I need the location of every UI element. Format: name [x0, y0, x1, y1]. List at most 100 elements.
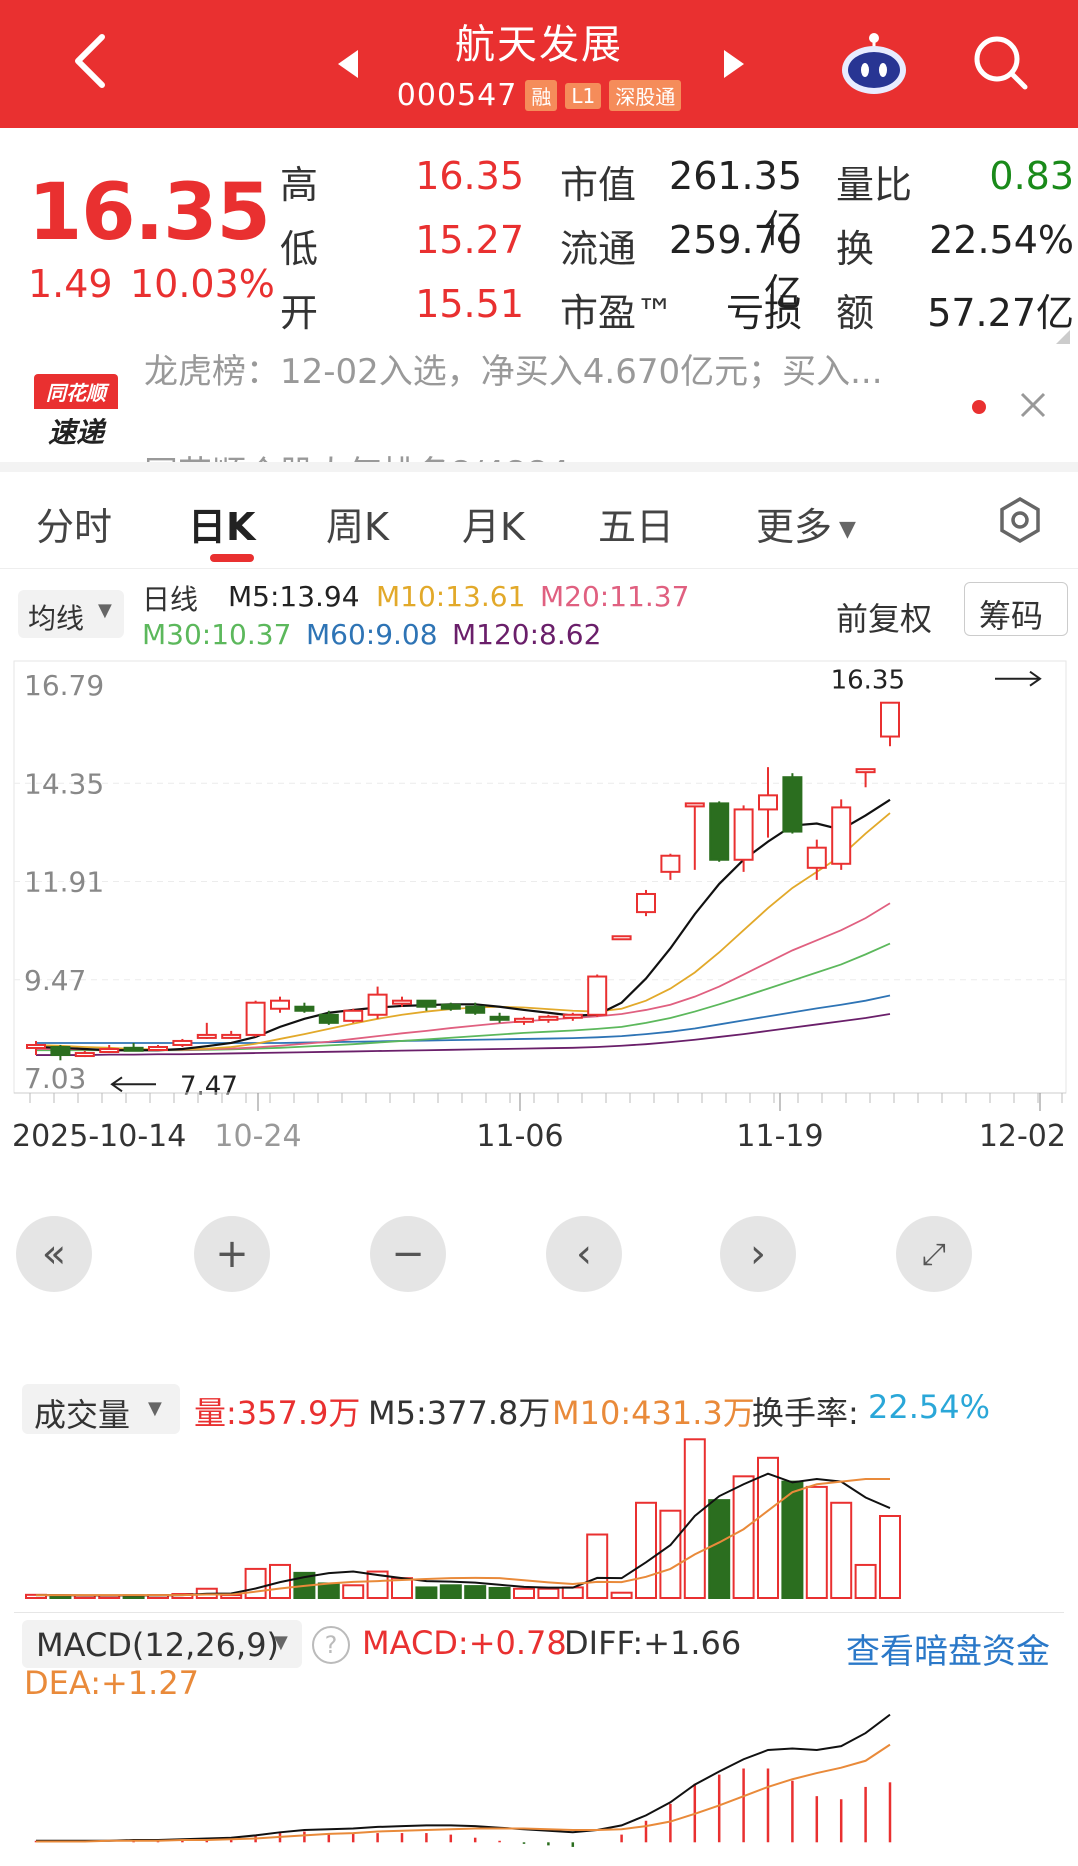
candle-body: [709, 802, 730, 861]
kline-chart[interactable]: 16.79 14.35 11.91 9.47 7.03 16.35 7.47 2025-10-…: [0, 655, 1078, 1355]
volume-bar: [586, 1533, 609, 1599]
chart-settings-button[interactable]: [996, 496, 1046, 546]
chevron-right-icon: ›: [750, 1231, 766, 1277]
volume-bar: [610, 1591, 633, 1599]
open-value: 15.51: [415, 282, 524, 326]
volume-bar: [683, 1438, 706, 1599]
candle-body: [587, 975, 608, 1016]
unread-dot: [972, 400, 986, 414]
prev-stock-button[interactable]: [330, 44, 366, 84]
candle-body: [440, 1003, 461, 1010]
y-tick-label: 16.79: [24, 669, 104, 702]
tab-five-day[interactable]: 五日: [598, 505, 675, 549]
volume-bar: [244, 1567, 267, 1600]
mcap-label: 市值: [560, 163, 637, 207]
indicator-dropdown[interactable]: 均线 ▼: [18, 590, 124, 638]
chips-button[interactable]: 筹码: [964, 582, 1068, 636]
gear-icon: [1000, 496, 1040, 544]
period-label: 日线: [142, 583, 199, 616]
zoom-out-button[interactable]: −: [370, 1216, 446, 1292]
ma60-label: M60:9.08: [306, 618, 438, 651]
stock-name: 航天发展: [455, 22, 623, 68]
macd-chart[interactable]: [0, 1700, 1078, 1856]
price-change-pct: 10.03%: [130, 262, 275, 306]
volume-bar: [513, 1587, 535, 1599]
stock-code: 000547: [396, 78, 518, 113]
candle-body: [465, 1005, 486, 1014]
tab-daily-k[interactable]: 日K: [188, 505, 256, 549]
macd-dropdown[interactable]: MACD(12,26,9) ▼: [22, 1620, 302, 1668]
fullscreen-button[interactable]: ⤢: [896, 1216, 972, 1292]
tab-weekly-k[interactable]: 周K: [326, 505, 389, 549]
candle-body: [196, 1033, 217, 1039]
macd-value-label: MACD:+0.78: [362, 1624, 567, 1662]
back-button[interactable]: [60, 26, 120, 96]
tab-intraday[interactable]: 分时: [36, 505, 113, 549]
assistant-button[interactable]: [836, 28, 912, 98]
float-value: 259.70亿: [669, 218, 802, 315]
help-icon[interactable]: ?: [312, 1626, 350, 1664]
caret-down-icon: ▼: [98, 600, 112, 621]
chevron-left-icon: ‹: [576, 1231, 592, 1277]
turnover-value: 22.54%: [929, 218, 1074, 262]
search-icon: [974, 36, 1028, 90]
robot-icon: [842, 33, 906, 94]
y-tick-label: 9.47: [24, 964, 86, 997]
scroll-left-button[interactable]: «: [16, 1216, 92, 1292]
ma5-label: M5:13.94: [228, 580, 360, 613]
volume-bar: [781, 1480, 804, 1600]
logo-top-text: 同花顺: [34, 374, 118, 409]
news-ticker[interactable]: 龙虎榜：12-02入选，净买入4.670亿元；买入... 同花顺个股人气排名8/…: [0, 340, 1078, 472]
pe-label: 市盈™: [560, 291, 675, 335]
tag-margin: 融: [525, 80, 558, 111]
tab-more[interactable]: 更多 ▼: [756, 496, 856, 551]
candle-body: [514, 1017, 534, 1023]
candle-body: [806, 846, 827, 869]
vr-value: 0.83: [989, 154, 1074, 198]
step-left-button[interactable]: ‹: [546, 1216, 622, 1292]
candle-body: [660, 854, 681, 873]
volume-dropdown[interactable]: 成交量 ▼: [22, 1384, 180, 1434]
ma10-label: M10:13.61: [376, 580, 526, 613]
tab-monthly-k[interactable]: 月K: [462, 505, 525, 549]
volume-m5-label: M5:377.8万: [368, 1394, 551, 1432]
caret-down-icon: ▼: [148, 1398, 162, 1419]
candle-body: [636, 892, 656, 914]
candle-body: [74, 1052, 95, 1058]
turnover-rate-label: 换手率:: [752, 1394, 859, 1432]
candle-body: [684, 802, 705, 808]
amount-value: 57.27亿: [927, 291, 1074, 335]
dea-value-label: DEA:+1.27: [24, 1664, 200, 1702]
volume-bar: [805, 1485, 828, 1599]
high-label: 高: [280, 163, 319, 207]
price-change: 1.49: [28, 262, 113, 306]
candle-body: [782, 776, 803, 833]
vr-label: 量比: [836, 163, 913, 207]
volume-bar: [488, 1586, 511, 1599]
search-button[interactable]: [966, 28, 1036, 98]
volume-chart[interactable]: [0, 1434, 1078, 1604]
chips-button-label: 筹码: [979, 597, 1044, 635]
dark-pool-link[interactable]: 查看暗盘资金: [846, 1632, 1050, 1672]
fullscreen-icon: ⤢: [922, 1236, 946, 1272]
volume-bar: [415, 1586, 438, 1600]
candle-body: [367, 993, 388, 1016]
tab-more-label: 更多: [756, 505, 833, 549]
next-stock-button[interactable]: [716, 44, 752, 84]
low-value: 15.27: [415, 218, 524, 262]
low-marker-label: 7.47: [180, 1071, 238, 1101]
diff-line: [36, 1713, 891, 1842]
volume-bar: [879, 1515, 901, 1599]
x-tick-label: 2025-10-14: [12, 1119, 186, 1154]
step-right-button[interactable]: ›: [720, 1216, 796, 1292]
diff-value-label: DIFF:+1.66: [564, 1624, 742, 1662]
ma10-line: [35, 812, 891, 1051]
zoom-in-button[interactable]: +: [194, 1216, 270, 1292]
candle-body: [758, 794, 778, 811]
candle-body: [294, 1005, 315, 1012]
y-tick-label: 14.35: [24, 767, 104, 800]
close-news-button[interactable]: [1018, 390, 1052, 424]
last-price: 16.35: [28, 168, 271, 258]
adjust-mode[interactable]: 前复权: [836, 600, 933, 638]
candle-body: [855, 768, 876, 774]
